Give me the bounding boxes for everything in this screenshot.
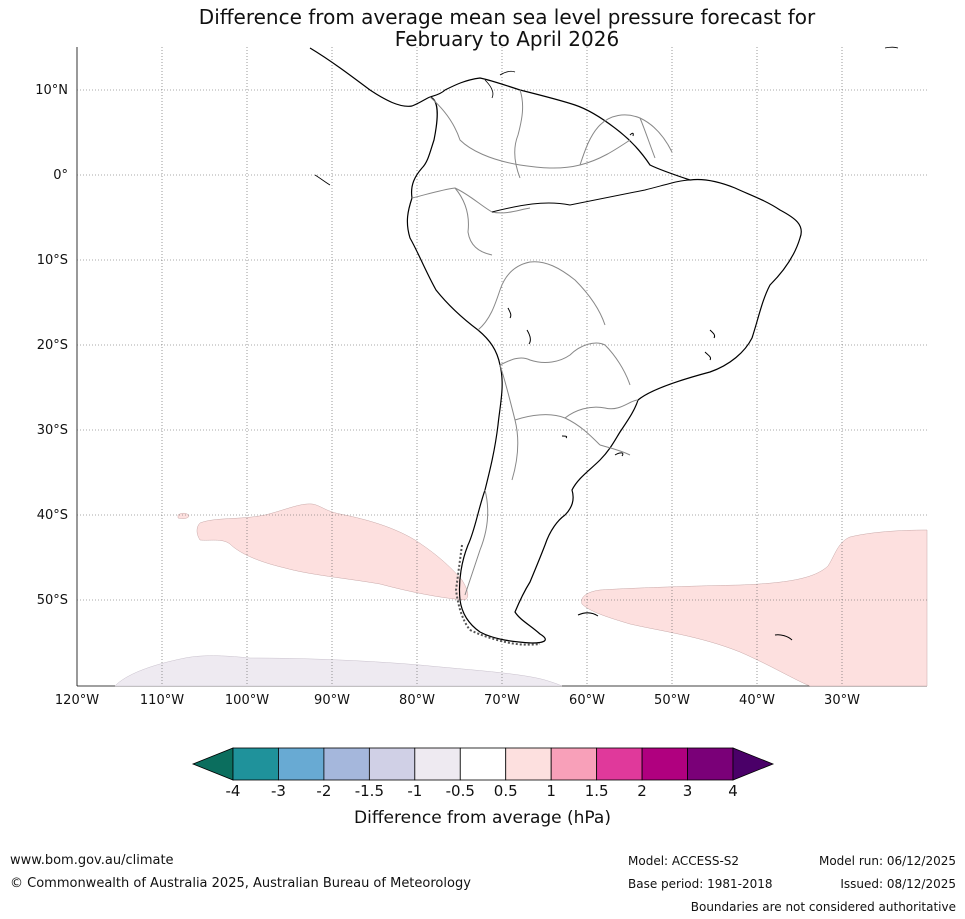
model-run-date: Model run: 06/12/2025 xyxy=(818,854,956,868)
colorbar-extend-low xyxy=(191,747,234,781)
graticule xyxy=(77,47,927,686)
colorbar-tick-label: -2 xyxy=(316,782,332,800)
colorbar-tick-label: 0.5 xyxy=(493,782,518,800)
model-name: Model: ACCESS-S2 xyxy=(628,854,740,868)
lon-label-90w: 90°W xyxy=(314,693,350,708)
caribbean-islands xyxy=(314,46,899,186)
lat-label-10n: 10°N xyxy=(35,83,68,98)
colorbar-extend-high xyxy=(732,747,775,781)
boundaries-disclaimer: Boundaries are not considered authoritat… xyxy=(690,900,956,914)
colorbar-cell xyxy=(596,747,643,781)
south-atlantic-anomaly-region xyxy=(581,529,928,687)
lon-label-80w: 80°W xyxy=(399,693,435,708)
chilean-archipelago xyxy=(454,544,541,646)
colorbar-cell xyxy=(641,747,688,781)
colorbar-tick-label: 3 xyxy=(682,782,693,800)
lon-label-50w: 50°W xyxy=(654,693,690,708)
colorbar-tick-label: -3 xyxy=(270,782,286,800)
issued-date: Issued: 08/12/2025 xyxy=(840,877,956,891)
south-america-coastline xyxy=(309,47,802,644)
lat-label-10s: 10°S xyxy=(36,253,68,268)
colorbar-cell xyxy=(232,747,279,781)
colorbar-tick-label: -0.5 xyxy=(445,782,475,800)
colorbar-cell xyxy=(687,747,734,781)
colorbar-tick-label: 1.5 xyxy=(584,782,609,800)
colorbar-cell xyxy=(323,747,370,781)
southern-ocean-anomaly-region xyxy=(114,655,563,687)
colorbar-tick-label: -1 xyxy=(407,782,423,800)
colorbar-cell xyxy=(550,747,598,781)
colorbar-cell xyxy=(414,747,461,781)
lat-label-0: 0° xyxy=(53,168,68,183)
lat-label-20s: 20°S xyxy=(36,338,68,353)
lat-label-40s: 40°S xyxy=(36,508,68,523)
copyright-text: © Commonwealth of Australia 2025, Austra… xyxy=(10,876,471,891)
colorbar-tick-label: 2 xyxy=(637,782,647,800)
colorbar-cell xyxy=(459,747,507,781)
rivers-and-lakes xyxy=(491,132,793,641)
colorbar-cell xyxy=(368,747,416,781)
country-borders xyxy=(411,89,673,596)
south-pacific-anomaly-region xyxy=(196,503,469,601)
lon-label-100w: 100°W xyxy=(224,693,270,708)
lat-label-30s: 30°S xyxy=(36,423,68,438)
map-title-line-1: Difference from average mean sea level p… xyxy=(198,5,816,29)
colorbar-cell xyxy=(278,747,325,781)
colorbar-tick-label: 1 xyxy=(546,782,556,800)
colorbar-tick-label: 4 xyxy=(728,782,738,800)
lon-label-120w: 120°W xyxy=(54,693,100,708)
base-period: Base period: 1981-2018 xyxy=(628,877,773,891)
colorbar-cell xyxy=(505,747,552,781)
lon-label-110w: 110°W xyxy=(139,693,185,708)
lon-label-60w: 60°W xyxy=(569,693,605,708)
colorbar-tick-label: -1.5 xyxy=(354,782,384,800)
map-title-line-2: February to April 2026 xyxy=(394,27,620,51)
colorbar-label: Difference from average (hPa) xyxy=(354,808,611,828)
lon-label-70w: 70°W xyxy=(484,693,520,708)
lon-label-30w: 30°W xyxy=(824,693,860,708)
colorbar-tick-label: -4 xyxy=(225,782,241,800)
lat-label-50s: 50°S xyxy=(36,593,68,608)
website-link[interactable]: www.bom.gov.au/climate xyxy=(10,853,174,868)
lon-label-40w: 40°W xyxy=(739,693,775,708)
south-pacific-anomaly-islet xyxy=(177,512,190,519)
